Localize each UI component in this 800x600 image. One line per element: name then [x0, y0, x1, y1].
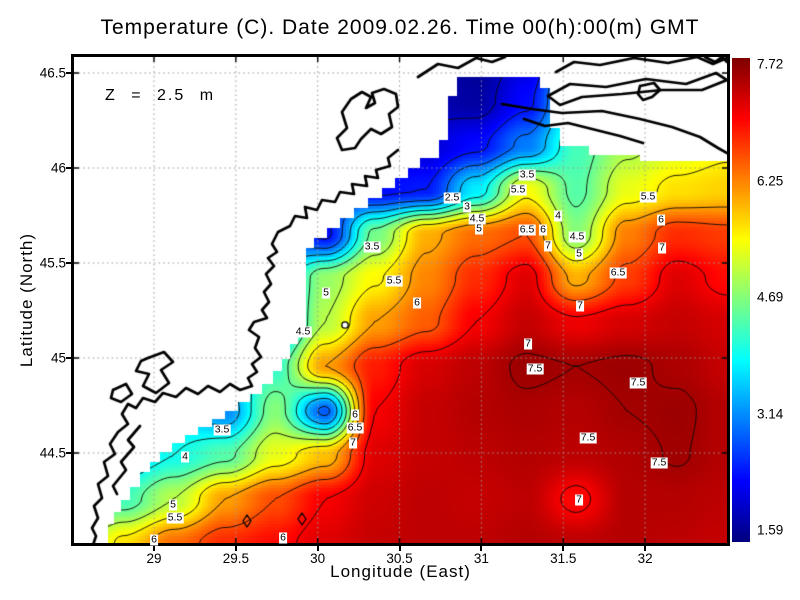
y-tick-label: 44.5	[39, 445, 66, 461]
plot-title: Temperature (C). Date 2009.02.26. Time 0…	[100, 16, 700, 39]
x-tick-mark	[644, 546, 647, 551]
y-tick-label: 46.5	[39, 65, 66, 81]
y-axis-label: Latitude (North)	[17, 232, 36, 368]
temperature-map-canvas	[74, 57, 727, 543]
colorbar-tick-label: 7.72	[757, 56, 784, 72]
colorbar-tick-label: 4.69	[757, 289, 784, 305]
x-tick-mark	[234, 546, 237, 551]
colorbar-tick-label: 6.25	[757, 173, 784, 188]
map-plot-frame	[71, 54, 730, 546]
y-tick-label: 46	[50, 160, 66, 176]
y-tick-label: 45.5	[39, 255, 66, 271]
depth-annotation: Z = 2.5 m	[105, 87, 216, 104]
colorbar	[732, 58, 750, 542]
x-tick-mark	[398, 546, 401, 551]
colorbar-tick-label: 1.59	[757, 522, 784, 538]
x-axis-label: Longitude (East)	[330, 562, 471, 581]
y-tick-label: 45	[50, 350, 66, 366]
colorbar-tick-label: 3.14	[757, 406, 784, 421]
x-tick-mark	[562, 546, 565, 551]
x-tick-mark	[316, 546, 319, 551]
x-tick-mark	[480, 546, 483, 551]
x-tick-mark	[153, 546, 155, 551]
